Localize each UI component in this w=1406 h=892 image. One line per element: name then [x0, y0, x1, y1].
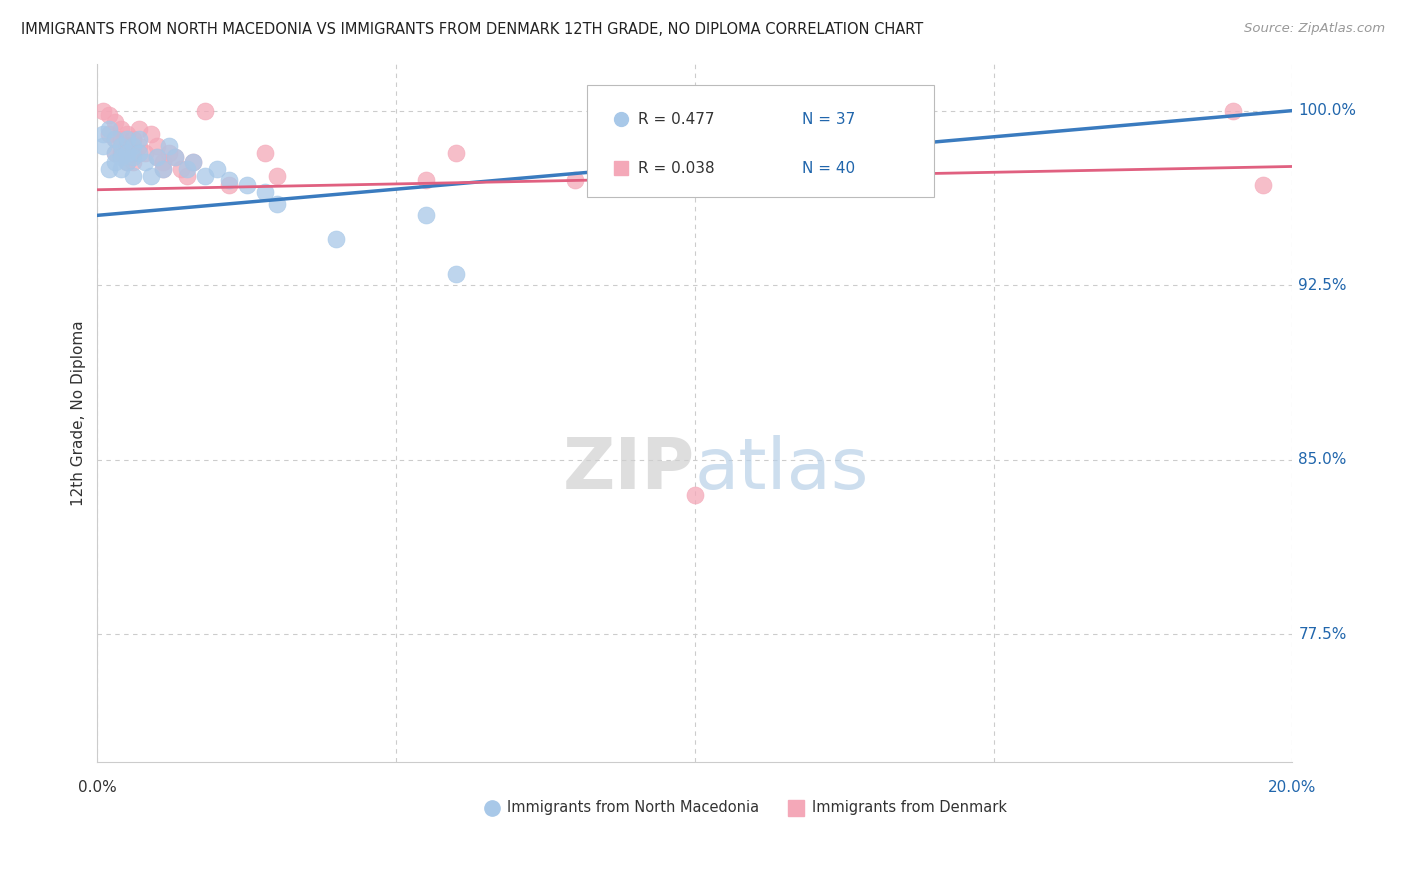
Text: 100.0%: 100.0%	[1298, 103, 1357, 118]
Point	[415, 208, 437, 222]
Point	[98, 127, 121, 141]
Point	[773, 138, 796, 153]
Point	[134, 154, 156, 169]
Point	[115, 145, 138, 160]
Point	[91, 103, 114, 118]
Point	[152, 161, 174, 176]
Point	[205, 161, 228, 176]
Point	[146, 138, 169, 153]
Text: 92.5%: 92.5%	[1298, 277, 1347, 293]
Point	[235, 178, 257, 192]
Text: R = 0.038: R = 0.038	[637, 161, 714, 176]
Point	[110, 122, 132, 136]
Point	[115, 131, 138, 145]
Point	[564, 173, 586, 187]
Text: IMMIGRANTS FROM NORTH MACEDONIA VS IMMIGRANTS FROM DENMARK 12TH GRADE, NO DIPLOM: IMMIGRANTS FROM NORTH MACEDONIA VS IMMIG…	[21, 22, 924, 37]
Point	[152, 154, 174, 169]
Text: 0.0%: 0.0%	[77, 780, 117, 795]
Text: R = 0.477: R = 0.477	[637, 112, 714, 127]
Point	[104, 131, 127, 145]
Point	[98, 161, 121, 176]
Point	[218, 173, 240, 187]
Point	[266, 169, 288, 183]
FancyBboxPatch shape	[588, 85, 934, 197]
Point	[128, 131, 150, 145]
Point	[110, 131, 132, 145]
Point	[325, 232, 347, 246]
Point	[98, 122, 121, 136]
Point	[139, 127, 162, 141]
Point	[110, 150, 132, 164]
Point	[122, 154, 145, 169]
Text: 85.0%: 85.0%	[1298, 452, 1347, 467]
Point	[444, 145, 467, 160]
Point	[146, 150, 169, 164]
Point	[122, 131, 145, 145]
Y-axis label: 12th Grade, No Diploma: 12th Grade, No Diploma	[72, 320, 86, 506]
Point	[104, 131, 127, 145]
Point	[104, 154, 127, 169]
Point	[104, 145, 127, 160]
Point	[157, 138, 180, 153]
Point	[253, 145, 276, 160]
Text: Immigrants from North Macedonia: Immigrants from North Macedonia	[508, 800, 759, 815]
Point	[122, 145, 145, 160]
Point	[176, 169, 198, 183]
Point	[1251, 178, 1274, 192]
Point	[122, 150, 145, 164]
Text: atlas: atlas	[695, 434, 869, 503]
Point	[128, 145, 150, 160]
Point	[266, 196, 288, 211]
Point	[122, 138, 145, 153]
Point	[139, 169, 162, 183]
Point	[146, 150, 169, 164]
Point	[115, 154, 138, 169]
Point	[104, 145, 127, 160]
Point	[110, 138, 132, 153]
Point	[98, 108, 121, 122]
Point	[194, 169, 217, 183]
Point	[115, 138, 138, 153]
Text: N = 40: N = 40	[803, 161, 856, 176]
Text: 20.0%: 20.0%	[1268, 780, 1316, 795]
Point	[134, 145, 156, 160]
Point	[863, 178, 886, 192]
Point	[152, 161, 174, 176]
Point	[163, 150, 186, 164]
Point	[163, 150, 186, 164]
Point	[104, 115, 127, 129]
Point	[128, 122, 150, 136]
Point	[110, 161, 132, 176]
Point	[181, 154, 204, 169]
Point	[654, 178, 676, 192]
Point	[863, 103, 886, 118]
Text: ZIP: ZIP	[562, 434, 695, 503]
Point	[253, 185, 276, 199]
Text: Immigrants from Denmark: Immigrants from Denmark	[813, 800, 1007, 815]
Text: Source: ZipAtlas.com: Source: ZipAtlas.com	[1244, 22, 1385, 36]
Point	[110, 145, 132, 160]
Point	[415, 173, 437, 187]
Point	[170, 161, 193, 176]
Point	[128, 138, 150, 153]
Text: N = 37: N = 37	[803, 112, 856, 127]
Point	[181, 154, 204, 169]
Point	[683, 488, 706, 502]
Point	[176, 161, 198, 176]
Point	[91, 127, 114, 141]
Point	[115, 154, 138, 169]
Text: 77.5%: 77.5%	[1298, 627, 1347, 641]
Point	[122, 169, 145, 183]
Point	[218, 178, 240, 192]
Point	[115, 127, 138, 141]
Point	[444, 267, 467, 281]
Point	[91, 138, 114, 153]
Point	[157, 145, 180, 160]
Point	[1222, 103, 1244, 118]
Point	[194, 103, 217, 118]
